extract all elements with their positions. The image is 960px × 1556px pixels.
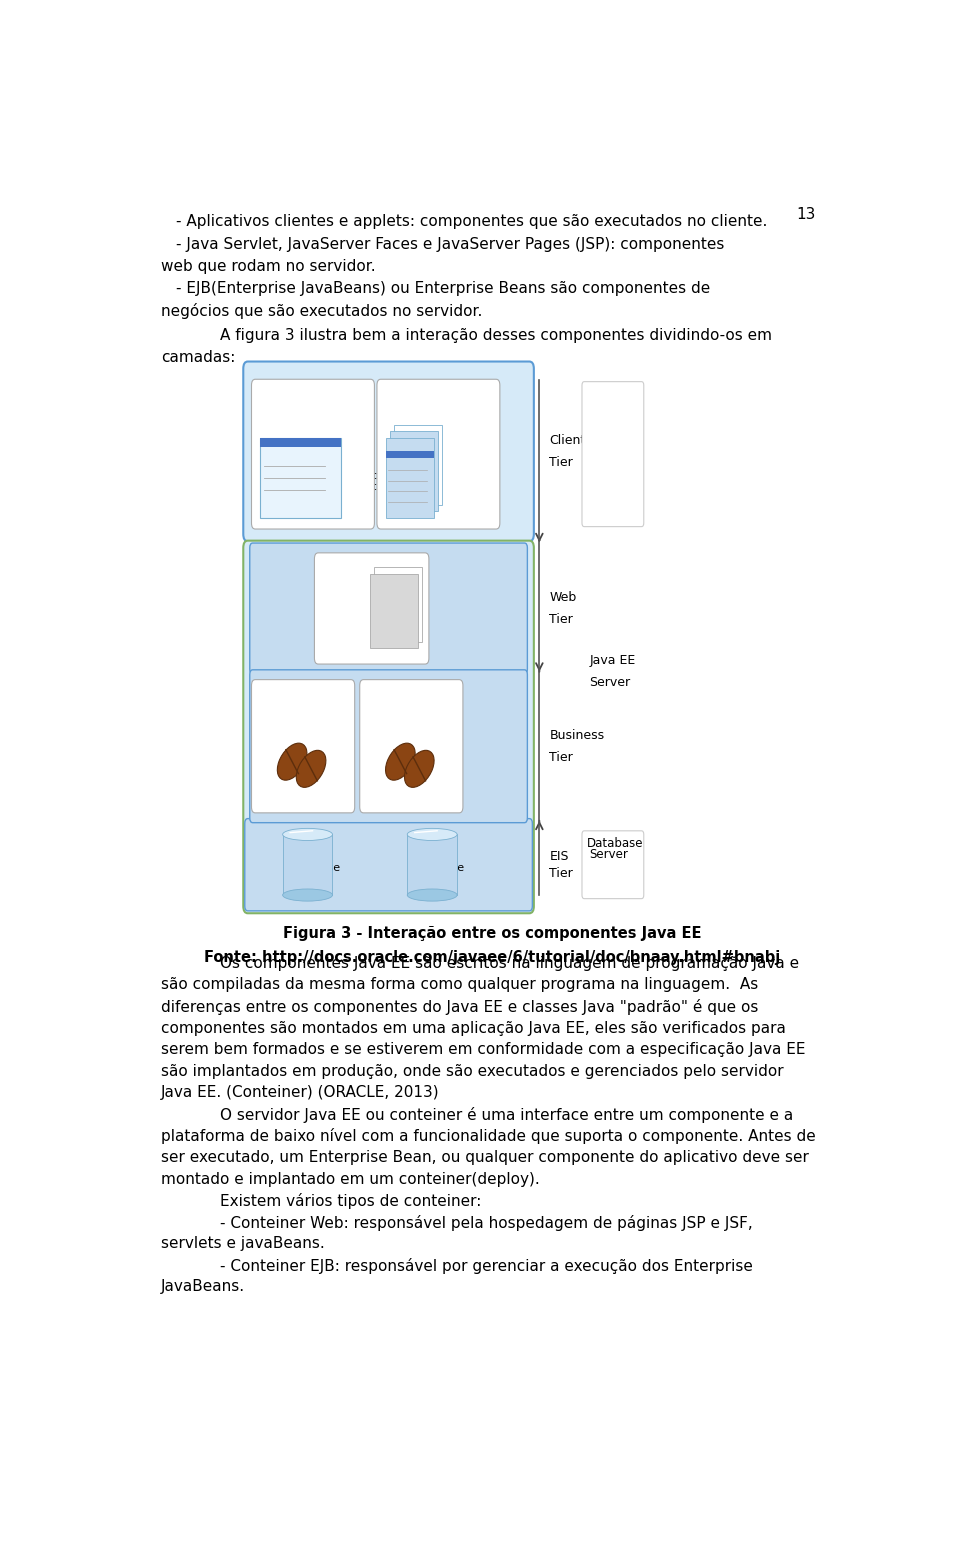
Text: Tier: Tier bbox=[549, 456, 573, 468]
Text: Database: Database bbox=[587, 837, 643, 850]
Text: camadas:: camadas: bbox=[161, 350, 235, 364]
Ellipse shape bbox=[386, 744, 415, 780]
Text: Client: Client bbox=[589, 434, 626, 447]
Text: JavaBeans.: JavaBeans. bbox=[161, 1279, 245, 1295]
Text: - EJB(Enterprise JavaBeans) ou Enterprise Beans são componentes de: - EJB(Enterprise JavaBeans) ou Enterpris… bbox=[176, 282, 710, 296]
Text: - Aplicativos clientes e applets: componentes que são executados no cliente.: - Aplicativos clientes e applets: compon… bbox=[176, 215, 767, 229]
FancyBboxPatch shape bbox=[377, 380, 500, 529]
FancyBboxPatch shape bbox=[250, 543, 527, 674]
Text: Figura 3 - Interação entre os componentes Java EE: Figura 3 - Interação entre os componente… bbox=[283, 926, 701, 941]
Text: plataforma de baixo nível com a funcionalidade que suporta o componente. Antes d: plataforma de baixo nível com a funciona… bbox=[161, 1128, 816, 1145]
Text: são implantados em produção, onde são executados e gerenciados pelo servidor: são implantados em produção, onde são ex… bbox=[161, 1064, 783, 1078]
Text: Machine: Machine bbox=[589, 456, 641, 468]
Text: Java EE. (Conteiner) (ORACLE, 2013): Java EE. (Conteiner) (ORACLE, 2013) bbox=[161, 1086, 440, 1100]
Text: - Java Servlet, JavaServer Faces e JavaServer Pages (JSP): componentes: - Java Servlet, JavaServer Faces e JavaS… bbox=[176, 237, 724, 252]
Text: Server: Server bbox=[589, 677, 631, 689]
Text: JavaServer: JavaServer bbox=[324, 562, 383, 571]
Text: Tier: Tier bbox=[549, 750, 573, 764]
Text: Java EE: Java EE bbox=[260, 387, 301, 398]
Text: web que rodam no servidor.: web que rodam no servidor. bbox=[161, 258, 375, 274]
Text: Os componentes Java EE são escritos na linguagem de programação Java e: Os componentes Java EE são escritos na l… bbox=[221, 955, 800, 971]
FancyBboxPatch shape bbox=[260, 437, 341, 447]
Text: EIS: EIS bbox=[549, 850, 569, 864]
Text: A figura 3 ilustra bem a interação desses componentes dividindo-os em: A figura 3 ilustra bem a interação desse… bbox=[221, 328, 773, 344]
Text: O servidor Java EE ou conteiner é uma interface entre um componente e a: O servidor Java EE ou conteiner é uma in… bbox=[221, 1106, 794, 1123]
Text: serem bem formados e se estiverem em conformidade com a especificação Java EE: serem bem formados e se estiverem em con… bbox=[161, 1043, 805, 1057]
Text: Pages: Pages bbox=[324, 580, 356, 590]
Ellipse shape bbox=[297, 750, 325, 787]
Text: Application 1: Application 1 bbox=[260, 398, 333, 408]
FancyBboxPatch shape bbox=[243, 540, 534, 913]
Ellipse shape bbox=[404, 750, 434, 787]
Text: Client: Client bbox=[549, 434, 586, 447]
FancyBboxPatch shape bbox=[252, 380, 374, 529]
Text: Application
Client: Application Client bbox=[346, 471, 405, 492]
Text: Java EE: Java EE bbox=[386, 387, 427, 398]
FancyBboxPatch shape bbox=[282, 834, 332, 895]
Ellipse shape bbox=[407, 888, 457, 901]
Text: Database: Database bbox=[288, 862, 341, 873]
FancyBboxPatch shape bbox=[370, 574, 418, 649]
Text: Beans: Beans bbox=[260, 697, 295, 708]
Text: Server: Server bbox=[589, 848, 628, 860]
Text: ser executado, um Enterprise Bean, ou qualquer componente do aplicativo deve ser: ser executado, um Enterprise Bean, ou qu… bbox=[161, 1150, 808, 1165]
Text: Tier: Tier bbox=[549, 867, 573, 879]
Text: são compiladas da mesma forma como qualquer programa na linguagem.  As: são compiladas da mesma forma como qualq… bbox=[161, 977, 758, 993]
Text: servlets e javaBeans.: servlets e javaBeans. bbox=[161, 1237, 324, 1251]
Text: Application 2: Application 2 bbox=[386, 398, 459, 408]
Text: Existem vários tipos de conteiner:: Existem vários tipos de conteiner: bbox=[221, 1193, 482, 1209]
Text: Beans: Beans bbox=[369, 697, 402, 708]
FancyBboxPatch shape bbox=[386, 451, 434, 457]
FancyBboxPatch shape bbox=[260, 437, 341, 518]
Text: - Conteiner Web: responsável pela hospedagem de páginas JSP e JSF,: - Conteiner Web: responsável pela hosped… bbox=[221, 1215, 754, 1231]
Text: Fonte: http://docs.oracle.com/javaee/6/tutorial/doc/bnaay.html#bnabj: Fonte: http://docs.oracle.com/javaee/6/t… bbox=[204, 949, 780, 965]
Text: montado e implantado em um conteiner(deploy).: montado e implantado em um conteiner(dep… bbox=[161, 1172, 540, 1187]
FancyBboxPatch shape bbox=[394, 425, 443, 504]
Text: Enterprise: Enterprise bbox=[260, 688, 318, 699]
FancyBboxPatch shape bbox=[386, 437, 434, 518]
Ellipse shape bbox=[277, 744, 307, 780]
Ellipse shape bbox=[282, 828, 332, 840]
FancyBboxPatch shape bbox=[245, 818, 533, 910]
Text: componentes são montados em uma aplicação Java EE, eles são verificados para: componentes são montados em uma aplicaçã… bbox=[161, 1021, 786, 1036]
FancyBboxPatch shape bbox=[373, 568, 421, 641]
FancyBboxPatch shape bbox=[407, 834, 457, 895]
Text: Faces: Faces bbox=[324, 571, 354, 580]
Text: negócios que são executados no servidor.: negócios que são executados no servidor. bbox=[161, 303, 482, 319]
FancyBboxPatch shape bbox=[252, 680, 354, 812]
Text: Java EE: Java EE bbox=[589, 655, 636, 668]
Text: Database: Database bbox=[412, 862, 466, 873]
Ellipse shape bbox=[282, 888, 332, 901]
FancyBboxPatch shape bbox=[250, 669, 527, 823]
Text: Web
Pages: Web Pages bbox=[439, 471, 469, 492]
Text: Web: Web bbox=[549, 591, 577, 604]
FancyBboxPatch shape bbox=[390, 431, 438, 510]
FancyBboxPatch shape bbox=[582, 381, 644, 526]
Text: diferenças entre os componentes do Java EE e classes Java "padrão" é que os: diferenças entre os componentes do Java … bbox=[161, 999, 758, 1015]
Text: - Conteiner EJB: responsável por gerenciar a execução dos Enterprise: - Conteiner EJB: responsável por gerenci… bbox=[221, 1257, 754, 1274]
Text: 13: 13 bbox=[796, 207, 816, 223]
FancyBboxPatch shape bbox=[582, 831, 644, 899]
Ellipse shape bbox=[407, 828, 457, 840]
Text: Enterprise: Enterprise bbox=[369, 688, 426, 699]
FancyBboxPatch shape bbox=[315, 552, 429, 664]
FancyBboxPatch shape bbox=[243, 361, 534, 541]
Text: Tier: Tier bbox=[549, 613, 573, 626]
FancyBboxPatch shape bbox=[360, 680, 463, 812]
Text: Business: Business bbox=[549, 728, 605, 742]
